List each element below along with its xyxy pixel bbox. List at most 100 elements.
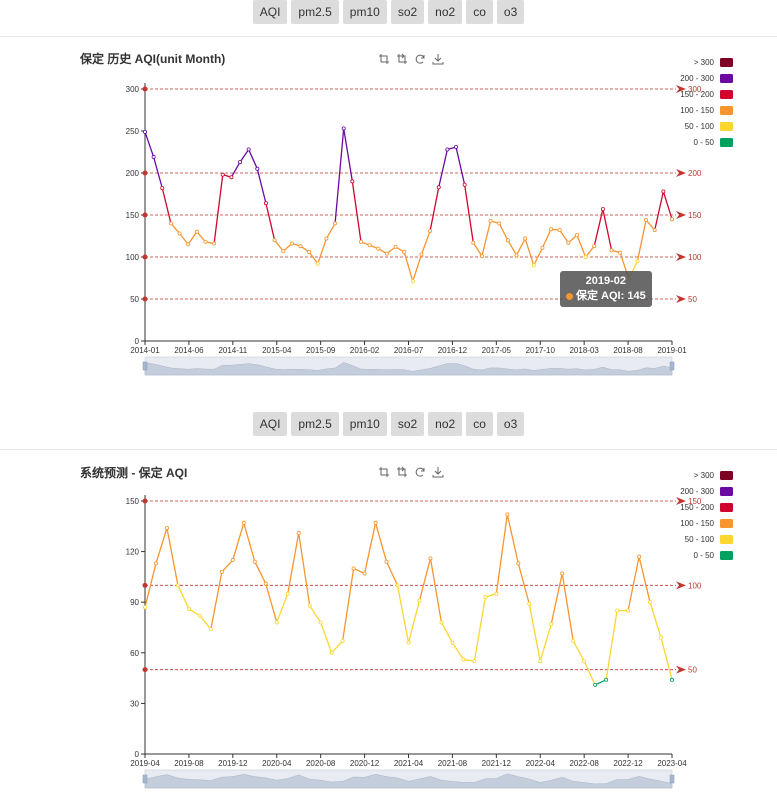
data-zoom-handle-left[interactable] bbox=[143, 362, 147, 370]
data-point[interactable] bbox=[178, 232, 181, 235]
data-point[interactable] bbox=[230, 176, 233, 179]
data-point[interactable] bbox=[333, 222, 336, 225]
data-point[interactable] bbox=[165, 526, 168, 529]
data-point[interactable] bbox=[670, 218, 673, 221]
data-point[interactable] bbox=[575, 234, 578, 237]
legend-swatch[interactable] bbox=[720, 471, 733, 480]
data-point[interactable] bbox=[601, 208, 604, 211]
tab-o3[interactable]: o3 bbox=[497, 412, 524, 436]
data-point[interactable] bbox=[437, 186, 440, 189]
data-point[interactable] bbox=[385, 252, 388, 255]
data-point[interactable] bbox=[242, 521, 245, 524]
data-point[interactable] bbox=[394, 245, 397, 248]
data-point[interactable] bbox=[273, 239, 276, 242]
data-point[interactable] bbox=[506, 513, 509, 516]
data-zoom-handle-left[interactable] bbox=[143, 775, 147, 783]
data-point[interactable] bbox=[524, 237, 527, 240]
data-point[interactable] bbox=[195, 230, 198, 233]
data-point[interactable] bbox=[480, 255, 483, 258]
data-point[interactable] bbox=[593, 244, 596, 247]
data-point[interactable] bbox=[532, 264, 535, 267]
data-point[interactable] bbox=[169, 222, 172, 225]
tab-so2[interactable]: so2 bbox=[391, 0, 424, 24]
data-point[interactable] bbox=[297, 531, 300, 534]
tab-no2[interactable]: no2 bbox=[428, 412, 462, 436]
data-zoom-handle-right[interactable] bbox=[670, 775, 674, 783]
data-point[interactable] bbox=[648, 601, 651, 604]
data-point[interactable] bbox=[352, 567, 355, 570]
data-point[interactable] bbox=[451, 641, 454, 644]
data-point[interactable] bbox=[396, 584, 399, 587]
legend-swatch[interactable] bbox=[720, 551, 733, 560]
data-point[interactable] bbox=[420, 253, 423, 256]
data-point[interactable] bbox=[290, 242, 293, 245]
data-point[interactable] bbox=[319, 621, 322, 624]
data-point[interactable] bbox=[363, 572, 366, 575]
data-point[interactable] bbox=[517, 562, 520, 565]
data-point[interactable] bbox=[385, 560, 388, 563]
data-point[interactable] bbox=[403, 250, 406, 253]
data-point[interactable] bbox=[154, 562, 157, 565]
data-point[interactable] bbox=[515, 254, 518, 257]
data-point[interactable] bbox=[152, 155, 155, 158]
legend-swatch[interactable] bbox=[720, 503, 733, 512]
data-point[interactable] bbox=[489, 219, 492, 222]
data-point[interactable] bbox=[428, 229, 431, 232]
data-point[interactable] bbox=[247, 148, 250, 151]
data-point[interactable] bbox=[325, 237, 328, 240]
data-point[interactable] bbox=[143, 130, 146, 133]
data-point[interactable] bbox=[473, 660, 476, 663]
data-point[interactable] bbox=[659, 636, 662, 639]
data-point[interactable] bbox=[264, 202, 267, 205]
data-point[interactable] bbox=[341, 639, 344, 642]
data-point[interactable] bbox=[264, 582, 267, 585]
data-point[interactable] bbox=[463, 183, 466, 186]
data-point[interactable] bbox=[454, 145, 457, 148]
data-point[interactable] bbox=[653, 229, 656, 232]
data-point[interactable] bbox=[231, 558, 234, 561]
legend-swatch[interactable] bbox=[720, 106, 733, 115]
legend-swatch[interactable] bbox=[720, 487, 733, 496]
data-point[interactable] bbox=[198, 614, 201, 617]
data-point[interactable] bbox=[220, 570, 223, 573]
data-point[interactable] bbox=[282, 250, 285, 253]
data-point[interactable] bbox=[644, 218, 647, 221]
tab-no2[interactable]: no2 bbox=[428, 0, 462, 24]
tab-so2[interactable]: so2 bbox=[391, 412, 424, 436]
data-point[interactable] bbox=[550, 623, 553, 626]
data-point[interactable] bbox=[316, 262, 319, 265]
data-point[interactable] bbox=[572, 639, 575, 642]
data-point[interactable] bbox=[286, 592, 289, 595]
data-point[interactable] bbox=[308, 604, 311, 607]
data-point[interactable] bbox=[637, 555, 640, 558]
data-point[interactable] bbox=[584, 255, 587, 258]
data-point[interactable] bbox=[605, 678, 608, 681]
data-point[interactable] bbox=[583, 660, 586, 663]
legend-swatch[interactable] bbox=[720, 138, 733, 147]
data-zoom-handle-right[interactable] bbox=[670, 362, 674, 370]
data-point[interactable] bbox=[342, 127, 345, 130]
tab-pm25[interactable]: pm2.5 bbox=[291, 412, 338, 436]
legend-swatch[interactable] bbox=[720, 90, 733, 99]
data-point[interactable] bbox=[176, 584, 179, 587]
tab-co[interactable]: co bbox=[466, 0, 493, 24]
data-point[interactable] bbox=[440, 621, 443, 624]
legend-swatch[interactable] bbox=[720, 74, 733, 83]
data-point[interactable] bbox=[275, 621, 278, 624]
data-point[interactable] bbox=[411, 280, 414, 283]
data-point[interactable] bbox=[204, 240, 207, 243]
data-point[interactable] bbox=[221, 173, 224, 176]
legend-swatch[interactable] bbox=[720, 58, 733, 67]
data-point[interactable] bbox=[626, 609, 629, 612]
data-point[interactable] bbox=[351, 180, 354, 183]
tab-pm10[interactable]: pm10 bbox=[343, 412, 387, 436]
data-point[interactable] bbox=[330, 651, 333, 654]
legend-swatch[interactable] bbox=[720, 535, 733, 544]
data-point[interactable] bbox=[213, 242, 216, 245]
data-point[interactable] bbox=[161, 187, 164, 190]
data-point[interactable] bbox=[594, 683, 597, 686]
data-point[interactable] bbox=[462, 658, 465, 661]
legend-swatch[interactable] bbox=[720, 122, 733, 131]
data-point[interactable] bbox=[359, 240, 362, 243]
tab-pm25[interactable]: pm2.5 bbox=[291, 0, 338, 24]
